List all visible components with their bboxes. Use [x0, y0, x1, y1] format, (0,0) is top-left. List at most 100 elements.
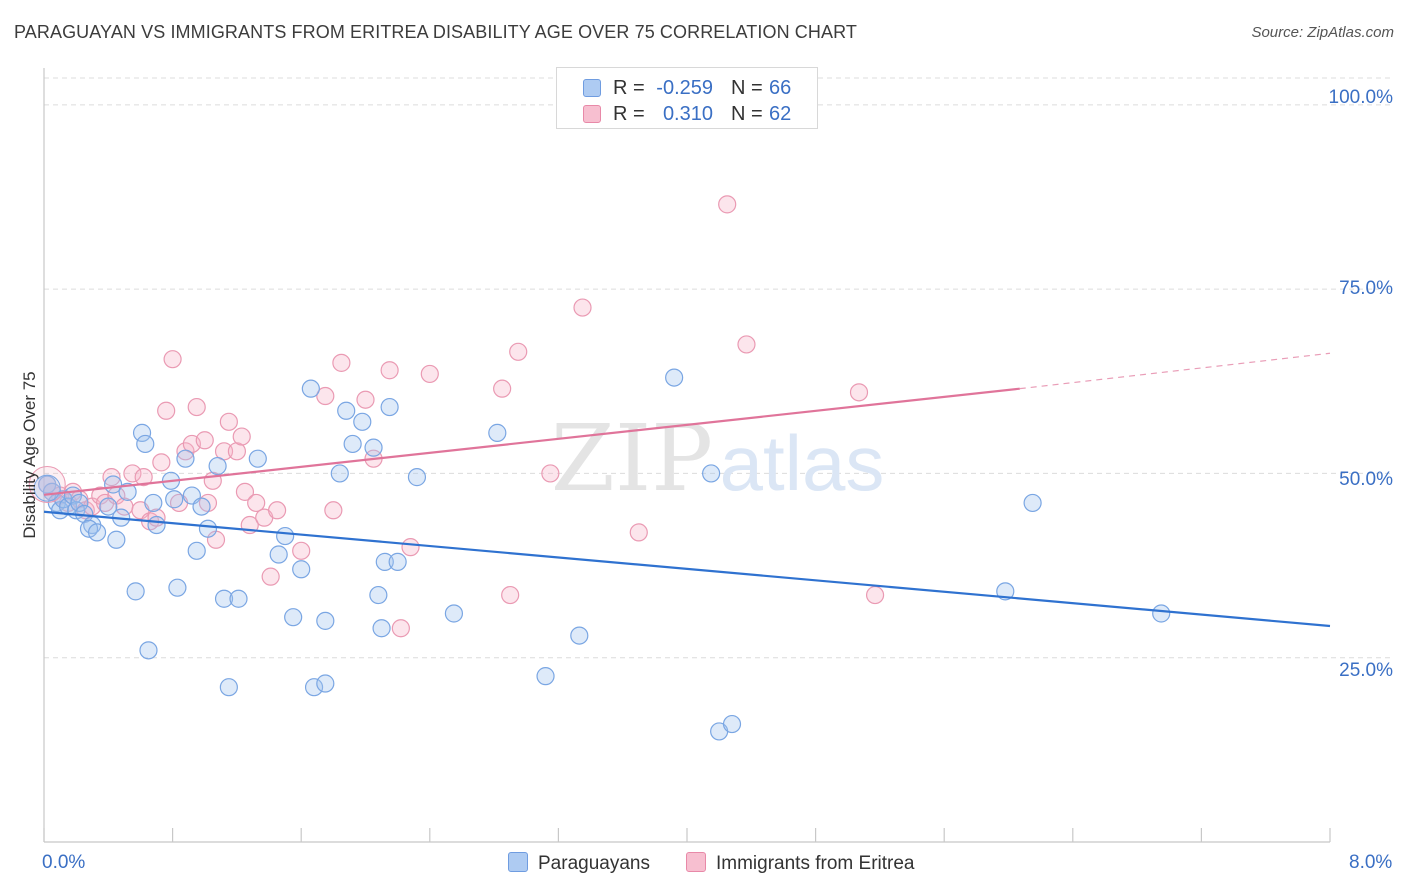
point-pink: [849, 383, 869, 402]
bottom-legend-label: Paraguayans: [538, 853, 650, 874]
point-pink: [629, 523, 648, 542]
point-blue: [99, 497, 118, 516]
point-blue: [353, 412, 372, 431]
point-pink: [380, 361, 399, 380]
point-blue: [1023, 493, 1042, 513]
trend-line-extension-pink: [1019, 352, 1331, 390]
point-blue: [316, 611, 335, 630]
point-pink: [501, 585, 520, 605]
point-blue: [70, 493, 89, 513]
point-pink: [541, 464, 560, 483]
point-blue: [702, 464, 721, 483]
legend-swatch-blue: [583, 79, 601, 97]
point-pink: [261, 567, 280, 586]
point-pink: [163, 350, 182, 369]
trend-lines: [43, 352, 1331, 628]
point-blue: [304, 678, 324, 697]
bottom-legend-swatch-blue: [508, 852, 528, 872]
point-blue: [292, 560, 311, 579]
point-pink: [102, 468, 121, 487]
point-blue: [364, 438, 383, 457]
point-pink: [509, 342, 528, 361]
point-blue: [147, 515, 166, 535]
point-blue: [208, 456, 227, 476]
point-pink: [573, 298, 592, 317]
legend-n-label: N =: [731, 77, 763, 99]
point-pink: [235, 482, 255, 501]
point-pink: [219, 412, 238, 431]
point-pink: [247, 493, 266, 513]
point-pink: [157, 401, 176, 420]
point-blue: [536, 667, 555, 686]
point-pink: [292, 541, 311, 560]
point-blue: [165, 490, 184, 509]
legend-swatch-pink: [583, 105, 601, 123]
point-pink: [737, 335, 756, 354]
point-blue: [343, 434, 362, 454]
point-blue: [87, 523, 107, 542]
point-blue: [269, 545, 288, 564]
point-pink: [865, 585, 885, 605]
point-blue: [369, 585, 388, 605]
point-pink: [316, 386, 335, 406]
bottom-legend-swatch-pink: [686, 852, 706, 872]
legend-r-label: R =: [613, 77, 645, 99]
y-tick-label-100: 100.0%: [1328, 87, 1393, 108]
correlation-legend: R = -0.259 N = 66 R = 0.310 N = 62: [556, 67, 818, 129]
y-axis-label: Disability Age Over 75: [20, 371, 39, 539]
point-blue: [375, 552, 394, 571]
point-pink: [718, 195, 737, 214]
y-tick-label-50: 50.0%: [1339, 469, 1393, 490]
point-blue: [330, 464, 349, 483]
point-blue: [187, 541, 206, 560]
point-pink: [152, 453, 171, 472]
point-blue: [107, 530, 126, 549]
point-blue: [284, 608, 303, 627]
point-pink: [356, 390, 375, 409]
point-blue: [136, 434, 155, 454]
trend-line-blue: [43, 510, 1331, 628]
y-tick-label-75: 75.0%: [1339, 278, 1393, 299]
point-blue: [248, 449, 267, 468]
bottom-legend-label: Immigrants from Eritrea: [716, 853, 915, 874]
point-pink: [134, 468, 153, 487]
point-blue: [144, 493, 163, 513]
point-blue: [168, 578, 187, 597]
legend-n-value: 66: [769, 77, 792, 99]
point-blue: [372, 619, 391, 638]
point-blue: [198, 519, 218, 538]
point-blue: [126, 582, 145, 601]
point-blue: [276, 526, 295, 546]
axes: [43, 68, 1331, 843]
bottom-legend-paraguayans: Paraguayans: [508, 852, 650, 875]
chart-title: PARAGUAYAN VS IMMIGRANTS FROM ERITREA DI…: [14, 22, 857, 42]
watermark: ZIP atlas: [551, 405, 884, 512]
point-blue: [316, 674, 335, 693]
point-blue: [380, 397, 399, 417]
point-pink: [493, 379, 512, 398]
point-blue: [229, 589, 248, 608]
point-pink: [123, 464, 142, 483]
point-blue: [996, 582, 1015, 601]
point-blue: [388, 552, 407, 571]
legend-n-label: N =: [731, 103, 763, 125]
point-blue: [301, 379, 320, 398]
point-blue: [488, 423, 507, 442]
source-credit: Source: ZipAtlas.com: [1251, 24, 1394, 41]
watermark-zip: ZIP: [551, 405, 713, 512]
point-pink: [420, 364, 439, 384]
point-blue: [139, 641, 158, 660]
legend-n-value: 62: [769, 103, 792, 125]
point-blue: [192, 497, 211, 516]
point-pink: [176, 442, 195, 461]
data-points: [28, 195, 1171, 741]
watermark-atlas: atlas: [720, 419, 885, 507]
x-tick-label-max: 8.0%: [1349, 852, 1393, 873]
legend-r-label: R =: [613, 103, 645, 125]
trend-line-pink: [43, 387, 1020, 496]
point-blue: [132, 423, 152, 442]
point-pink: [401, 538, 420, 557]
y-tick-label-25: 25.0%: [1339, 660, 1393, 681]
point-blue: [176, 449, 195, 468]
